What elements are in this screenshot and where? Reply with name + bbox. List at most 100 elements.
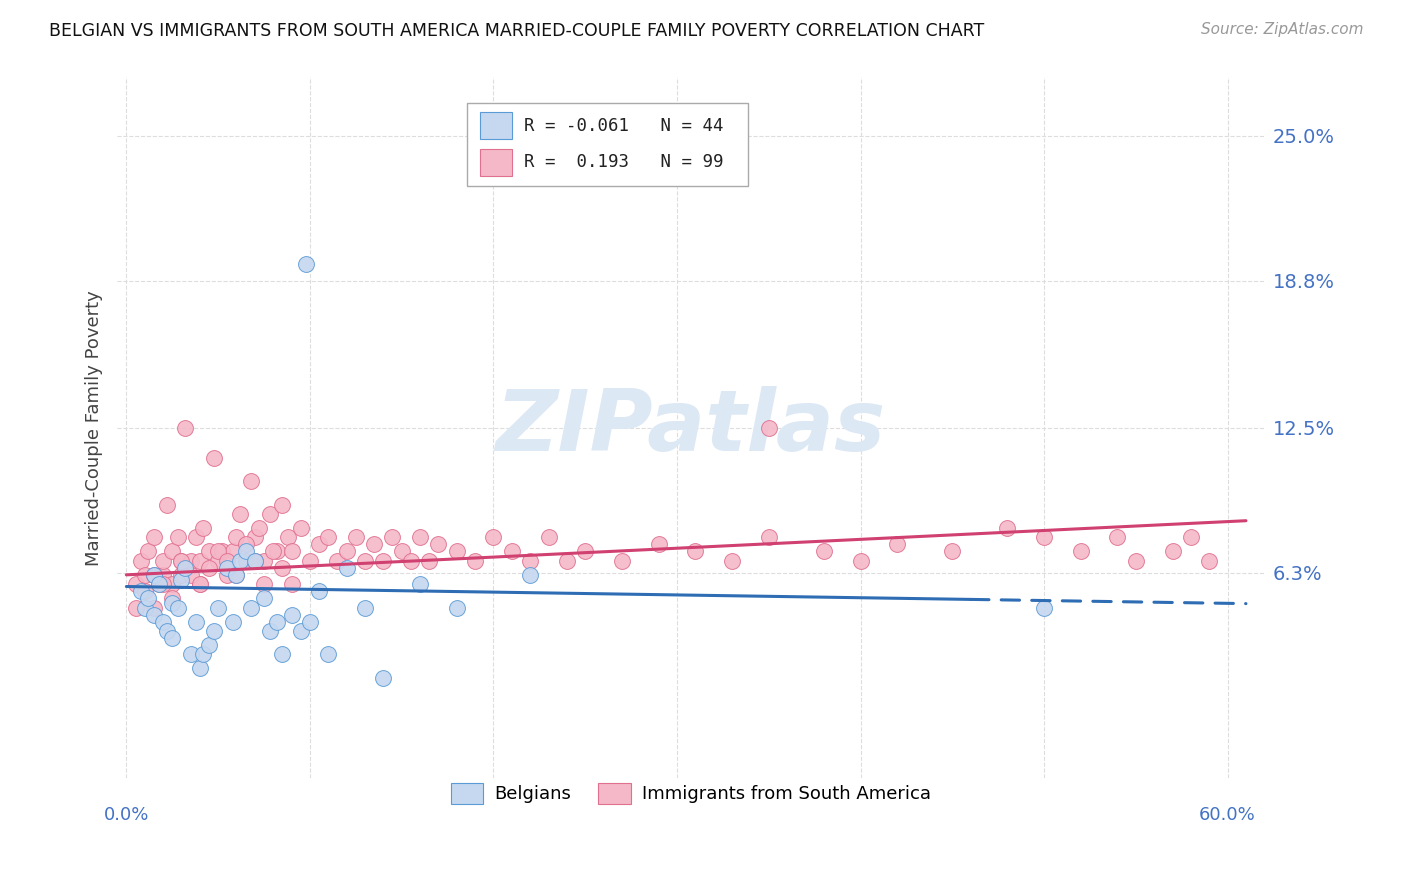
Point (1033, 600, 1056, 615)
Point (271, 561, 294, 575)
Point (482, 531, 505, 545)
Point (610, 554, 633, 568)
Point (162, 631, 184, 645)
Point (685, 544, 707, 558)
Point (647, 537, 669, 551)
Point (243, 554, 266, 568)
Point (391, 544, 413, 558)
Point (501, 544, 523, 558)
Point (204, 451, 226, 466)
Point (207, 554, 229, 568)
Point (886, 537, 908, 551)
Point (381, 531, 404, 545)
Point (180, 567, 202, 582)
Point (138, 591, 160, 606)
Point (170, 554, 193, 568)
Point (188, 661, 211, 675)
Point (162, 596, 184, 610)
Point (316, 531, 339, 545)
Point (152, 567, 174, 582)
Point (446, 544, 468, 558)
Point (277, 531, 299, 545)
Point (941, 544, 963, 558)
Point (225, 567, 247, 582)
Point (188, 577, 211, 591)
Point (464, 554, 486, 568)
Point (758, 531, 780, 545)
Point (152, 615, 174, 629)
Point (142, 531, 165, 545)
Point (180, 647, 202, 661)
Point (308, 584, 330, 599)
Point (170, 554, 193, 568)
Point (280, 544, 302, 558)
Point (198, 638, 221, 652)
Point (253, 591, 276, 606)
Point (519, 554, 541, 568)
Text: 0.0%: 0.0% (104, 806, 149, 824)
Point (537, 531, 560, 545)
Point (142, 600, 165, 615)
Point (129, 554, 152, 568)
Point (134, 584, 156, 599)
Point (295, 257, 318, 271)
Text: ZIPatlas: ZIPatlas (496, 386, 886, 469)
Point (308, 537, 330, 551)
Point (1198, 554, 1220, 568)
Point (166, 600, 188, 615)
Point (363, 537, 385, 551)
Point (180, 554, 202, 568)
Point (134, 567, 156, 582)
Point (162, 544, 184, 558)
Point (217, 567, 239, 582)
Point (193, 521, 215, 535)
Point (170, 567, 193, 582)
Text: R =  0.193   N = 99: R = 0.193 N = 99 (524, 153, 724, 171)
Point (262, 544, 284, 558)
Point (271, 498, 294, 512)
Point (418, 554, 440, 568)
Point (229, 554, 252, 568)
Point (235, 554, 257, 568)
Text: 60.0%: 60.0% (1199, 806, 1256, 824)
Point (148, 577, 170, 591)
Point (253, 577, 276, 591)
Point (1180, 531, 1202, 545)
Point (290, 521, 312, 535)
FancyBboxPatch shape (479, 149, 512, 176)
Point (336, 544, 359, 558)
Point (259, 624, 281, 638)
Point (217, 554, 239, 568)
Point (1033, 531, 1056, 545)
Point (399, 554, 422, 568)
Point (198, 544, 221, 558)
Point (170, 573, 193, 587)
Point (174, 421, 197, 435)
Point (519, 567, 541, 582)
Point (184, 531, 207, 545)
Point (247, 521, 270, 535)
Point (290, 624, 312, 638)
Point (316, 647, 339, 661)
Point (156, 498, 179, 512)
Text: R = -0.061   N = 44: R = -0.061 N = 44 (524, 117, 724, 135)
Point (129, 584, 152, 599)
Text: Source: ZipAtlas.com: Source: ZipAtlas.com (1201, 22, 1364, 37)
Text: BELGIAN VS IMMIGRANTS FROM SOUTH AMERICA MARRIED-COUPLE FAMILY POVERTY CORRELATI: BELGIAN VS IMMIGRANTS FROM SOUTH AMERICA… (49, 22, 984, 40)
Point (243, 554, 266, 568)
Point (124, 600, 146, 615)
Point (280, 607, 302, 622)
Y-axis label: Married-Couple Family Poverty: Married-Couple Family Poverty (86, 290, 103, 566)
Point (1070, 544, 1092, 558)
Point (240, 600, 263, 615)
Point (222, 544, 245, 558)
Point (188, 577, 211, 591)
Point (204, 624, 226, 638)
Point (138, 544, 160, 558)
Point (174, 561, 197, 575)
Legend: Belgians, Immigrants from South America: Belgians, Immigrants from South America (444, 776, 938, 811)
FancyBboxPatch shape (479, 112, 512, 139)
Point (758, 421, 780, 435)
Point (326, 554, 349, 568)
Point (271, 647, 294, 661)
